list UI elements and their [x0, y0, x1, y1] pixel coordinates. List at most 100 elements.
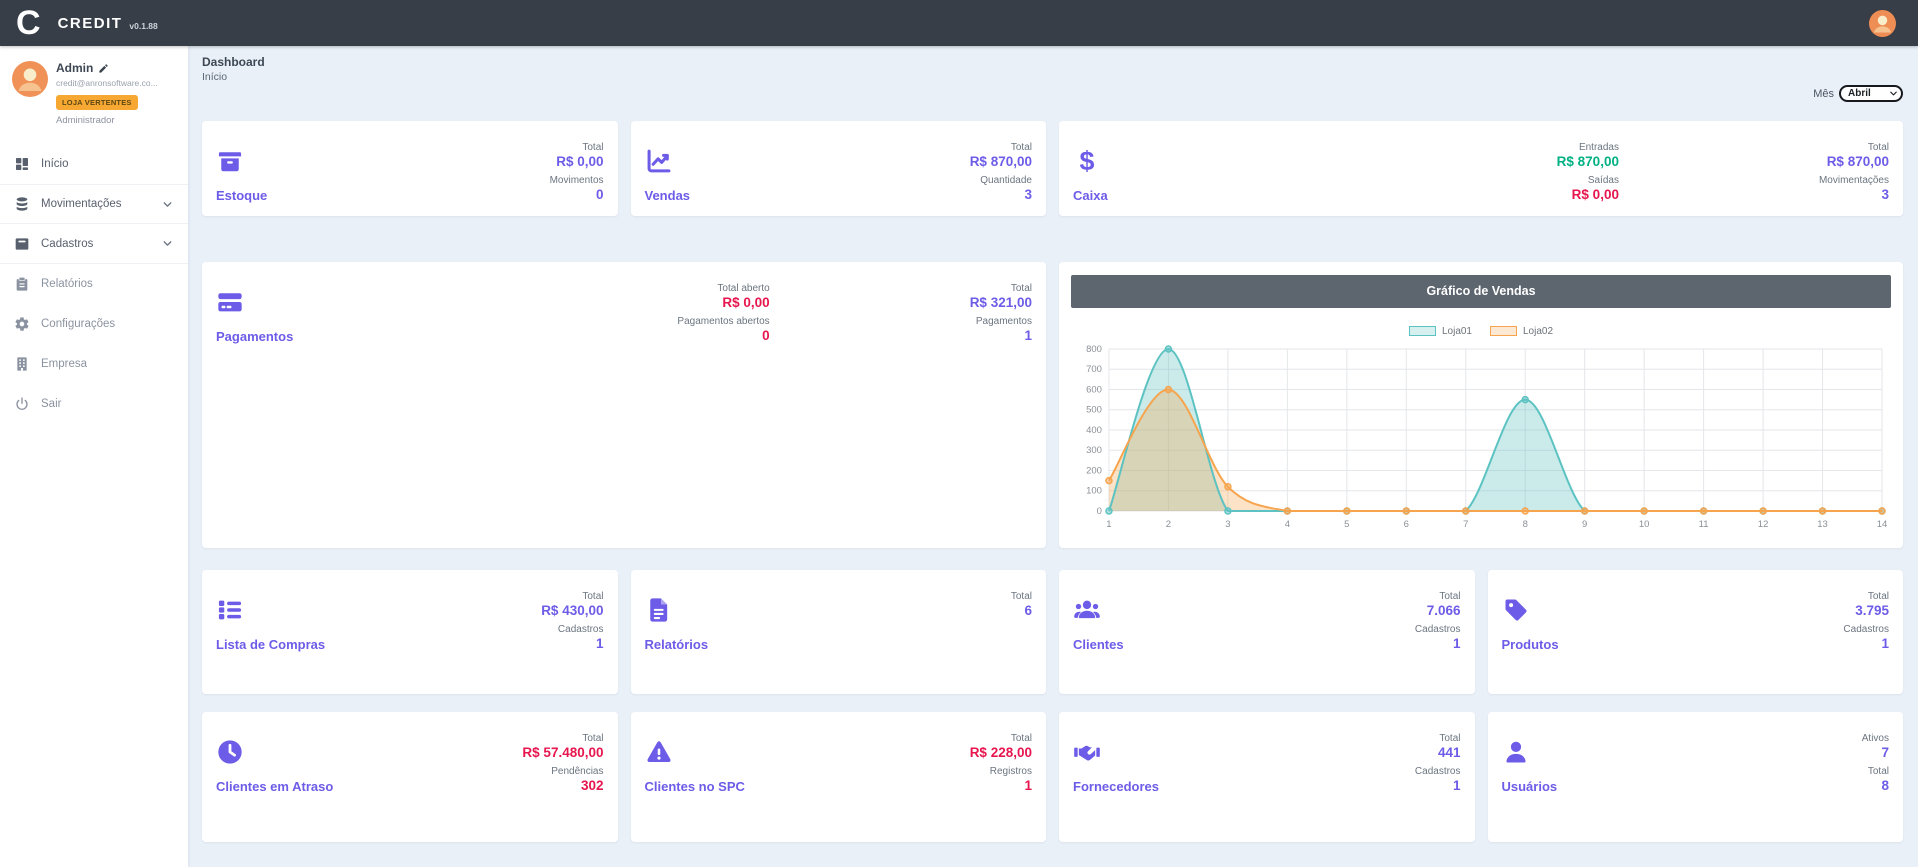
svg-text:7: 7: [1463, 519, 1468, 530]
gear-icon: [14, 316, 30, 332]
legend-swatch: [1490, 326, 1517, 336]
svg-text:5: 5: [1344, 519, 1349, 530]
stat-label: Cadastros: [1414, 766, 1461, 777]
user-role: Administrador: [56, 115, 115, 126]
svg-text:6: 6: [1404, 519, 1409, 530]
card-clientes-no-spc[interactable]: Clientes no SPC Total R$ 228,00 Registros 1: [630, 712, 1046, 842]
stat-label: Total: [1867, 591, 1889, 602]
svg-text:9: 9: [1582, 519, 1587, 530]
card-title[interactable]: Vendas: [644, 188, 691, 203]
stat-value: 441: [1437, 745, 1461, 760]
card-estoque[interactable]: Estoque Total R$ 0,00 Movimentos 0: [202, 121, 618, 216]
sidebar-item-inicio[interactable]: Início: [0, 144, 188, 184]
sidebar-item-cadastros[interactable]: Cadastros: [0, 224, 188, 264]
card-fornecedores[interactable]: Fornecedores Total 441 Cadastros 1: [1059, 712, 1475, 842]
svg-text:$: $: [1080, 147, 1095, 175]
sidebar-item-label: Relatórios: [41, 278, 93, 290]
handshake-icon: [1073, 738, 1101, 766]
card-clientes[interactable]: Clientes Total 7.066 Cadastros 1: [1059, 570, 1475, 694]
card-title[interactable]: Pagamentos: [216, 329, 294, 344]
stat-label: Movimentações: [1818, 175, 1889, 186]
sidebar-item-relatorios[interactable]: Relatórios: [0, 264, 188, 304]
card-vendas[interactable]: Vendas Total R$ 870,00 Quantidade 3: [630, 121, 1046, 216]
svg-text:10: 10: [1639, 519, 1650, 530]
stat-value: R$ 0,00: [556, 154, 604, 169]
page-title: Dashboard: [202, 55, 265, 69]
chart-up-icon: [645, 147, 673, 175]
legend-item-loja01[interactable]: Loja01: [1408, 325, 1472, 337]
stat-value: R$ 870,00: [1556, 154, 1619, 169]
card-title[interactable]: Estoque: [216, 188, 268, 203]
card-title[interactable]: Fornecedores: [1073, 779, 1159, 794]
stat-value: R$ 321,00: [969, 295, 1032, 310]
edit-profile-icon[interactable]: [98, 63, 109, 74]
avatar[interactable]: [12, 61, 48, 97]
user-name: Admin: [56, 61, 94, 75]
stat-value: 1: [1452, 636, 1461, 651]
card-title[interactable]: Relatórios: [644, 637, 709, 652]
stat-label: Total: [1010, 283, 1032, 294]
stat-value: 3: [1024, 187, 1032, 202]
chevron-down-icon: [161, 237, 174, 250]
card-clientes-em-atraso[interactable]: Clientes em Atraso Total R$ 57.480,00 Pend…: [202, 712, 618, 842]
cards-row-3: Lista de Compras Total R$ 430,00 Cadastros…: [202, 570, 1903, 694]
stat-column: Total R$ 57.480,00 Pendências 302: [522, 732, 603, 798]
stat-label: Total: [582, 591, 604, 602]
stat-label: Registros: [989, 766, 1032, 777]
cards-row-2: Pagamentos Total aberto R$ 0,00 Pagamentos…: [202, 262, 1903, 548]
clock-icon: [216, 738, 244, 766]
svg-text:11: 11: [1699, 519, 1709, 530]
stat-value: 1: [1024, 328, 1032, 343]
svg-text:800: 800: [1086, 344, 1102, 355]
card-produtos[interactable]: Produtos Total 3.795 Cadastros 1: [1487, 570, 1903, 694]
stat-column: Total R$ 870,00 Quantidade 3: [970, 141, 1032, 207]
stat-value: 1: [1452, 778, 1461, 793]
card-title[interactable]: Lista de Compras: [216, 637, 326, 652]
database-icon: [14, 196, 30, 212]
card-title[interactable]: Clientes no SPC: [644, 779, 745, 794]
card-relatorios[interactable]: Relatórios Total 6: [630, 570, 1046, 694]
cards-row-4: Clientes em Atraso Total R$ 57.480,00 Pend…: [202, 712, 1903, 842]
box-icon: [216, 147, 244, 175]
sidebar-item-label: Sair: [41, 398, 62, 410]
stat-column: Total R$ 870,00 Movimentações 3: [1819, 141, 1889, 207]
stat-value: 3: [1881, 187, 1889, 202]
card-title[interactable]: Usuários: [1501, 779, 1558, 794]
card-lista-de-compras[interactable]: Lista de Compras Total R$ 430,00 Cadastros…: [202, 570, 618, 694]
card-title[interactable]: Clientes em Atraso: [216, 779, 334, 794]
svg-text:600: 600: [1086, 384, 1102, 395]
users-icon: [1073, 596, 1101, 624]
stat-column: Total 6: [1011, 590, 1032, 623]
stat-label: Total: [1867, 766, 1889, 777]
grid-icon: [14, 156, 30, 172]
sidebar-item-configuracoes[interactable]: Configurações: [0, 304, 188, 344]
stat-value: 1: [595, 636, 604, 651]
card-title[interactable]: Produtos: [1501, 637, 1559, 652]
card-title[interactable]: Clientes: [1073, 637, 1124, 652]
stat-column: Total 441 Cadastros 1: [1415, 732, 1461, 798]
sidebar-item-label: Configurações: [41, 318, 116, 330]
stat-column: Entradas R$ 870,00 Saídas R$ 0,00: [1557, 141, 1619, 207]
dollar-icon: $: [1073, 146, 1101, 176]
legend-label: Loja01: [1441, 325, 1472, 337]
page-head: Dashboard Início: [202, 55, 1903, 83]
card-pagamentos[interactable]: Pagamentos Total aberto R$ 0,00 Pagamentos…: [202, 262, 1046, 548]
stat-column: Total R$ 0,00 Movimentos 0: [550, 141, 604, 207]
store-badge: LOJA VERTENTES: [56, 95, 138, 110]
sidebar-item-empresa[interactable]: Empresa: [0, 344, 188, 384]
legend-label: Loja02: [1523, 325, 1554, 337]
month-select[interactable]: Abril: [1839, 85, 1903, 102]
sidebar-item-sair[interactable]: Sair: [0, 384, 188, 424]
stat-label: Total: [582, 142, 604, 153]
card-usuarios[interactable]: Usuários Ativos 7 Total 8: [1487, 712, 1903, 842]
stat-label: Total: [582, 733, 604, 744]
legend-item-loja02[interactable]: Loja02: [1490, 326, 1553, 337]
card-title[interactable]: Caixa: [1073, 188, 1108, 203]
user-avatar[interactable]: [1869, 9, 1896, 37]
power-icon: [14, 396, 30, 412]
card-caixa[interactable]: $ Caixa Entradas R$ 870,00 Saídas R$ 0,00 To…: [1059, 121, 1903, 216]
brand-version: v0.1.88: [129, 20, 158, 31]
sidebar-item-movimentacoes[interactable]: Movimentações: [0, 184, 188, 224]
